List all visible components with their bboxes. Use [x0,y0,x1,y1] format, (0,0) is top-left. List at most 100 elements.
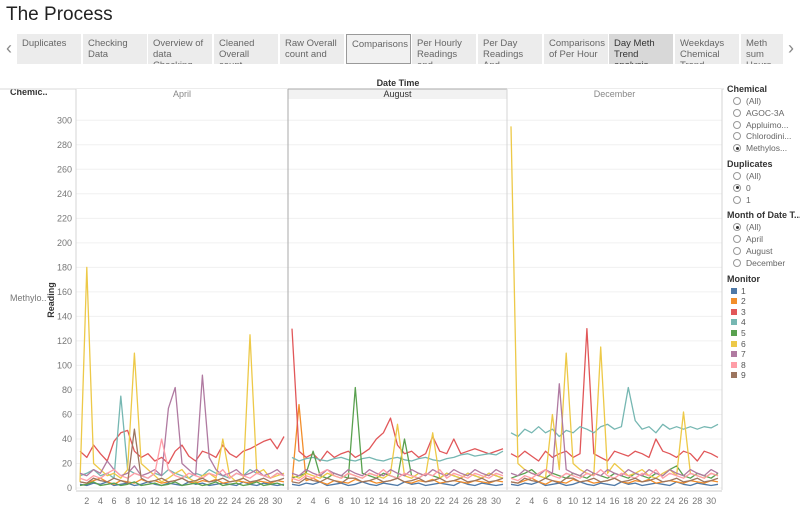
y-tick-label: 0 [67,483,72,493]
monitor-legend-title: Monitor [727,273,760,284]
chemical-option[interactable]: Methylos... [727,143,800,155]
chevron-left-icon[interactable]: ‹ [6,38,12,58]
radio-icon[interactable] [733,235,741,244]
legend-item[interactable]: 4 [727,317,800,328]
series-line-monitor-9-december [510,477,719,484]
duplicates-option-label: (All) [746,170,762,181]
legend-item[interactable]: 6 [727,339,800,350]
month-option[interactable]: April [727,234,800,246]
tab-9[interactable]: Comparisons of Per Hour [544,34,609,64]
chemical-option[interactable]: Chlorodini... [727,131,800,143]
tab-12[interactable]: Meth sum Hours ana [741,34,784,64]
tab-10[interactable]: Day Meth Trend analysis [609,34,674,64]
chemical-filter-title: Chemical [727,84,768,94]
x-tick-label: 22 [435,496,445,506]
x-tick-label: 26 [463,496,473,506]
radio-icon[interactable] [733,120,741,129]
tab-1[interactable]: Duplicates [17,34,82,64]
radio-icon[interactable] [733,144,741,153]
y-tick-label: 220 [57,213,72,223]
radio-icon[interactable] [733,97,741,105]
x-tick-label: 14 [163,496,173,506]
x-tick-label: 30 [706,496,716,506]
x-tick-label: 30 [491,496,501,506]
radio-icon[interactable] [733,258,741,267]
duplicates-option[interactable]: 1 [727,195,800,207]
tab-6[interactable]: Comparisons [346,34,411,64]
legend-item[interactable]: 2 [727,296,800,307]
month-option-label: (All) [746,222,762,233]
x-tick-label: 6 [325,496,330,506]
x-tick-label: 24 [665,496,675,506]
radio-icon[interactable] [733,108,741,117]
legend-swatch [731,319,737,326]
radio-icon[interactable] [733,223,741,232]
duplicates-option[interactable]: (All) [727,171,800,183]
month-option[interactable]: December [727,258,800,270]
x-tick-label: 28 [692,496,702,506]
radio-icon[interactable] [733,132,741,141]
x-tick-label: 26 [678,496,688,506]
chemical-option[interactable]: (All) [727,96,800,108]
month-option[interactable]: August [727,246,800,258]
tab-5[interactable]: Raw Overall count and [280,34,345,64]
x-tick-label: 12 [150,496,160,506]
tab-8[interactable]: Per Day Readings And [478,34,543,64]
x-tick-label: 22 [218,496,228,506]
x-tick-label: 8 [557,496,562,506]
chemical-option[interactable]: AGOC-3A [727,108,800,120]
tab-3[interactable]: Overview of data Checking [148,34,213,64]
y-tick-label: 300 [57,115,72,125]
x-tick-label: 16 [177,496,187,506]
chemical-option[interactable]: Appluimo... [727,120,800,132]
x-tick-label: 28 [477,496,487,506]
legend-swatch [731,351,737,358]
y-tick-label: 260 [57,164,72,174]
legend-label: 2 [741,296,746,307]
series-line-monitor-4-december [510,386,719,438]
x-tick-label: 4 [311,496,316,506]
x-tick-label: 12 [364,496,374,506]
duplicates-option[interactable]: 0 [727,183,800,195]
legend-label: 3 [741,306,746,317]
radio-icon[interactable] [733,171,741,180]
panel-header-bg [76,89,288,99]
legend-item[interactable]: 8 [727,360,800,371]
x-tick-label: 20 [421,496,431,506]
x-tick-label: 18 [407,496,417,506]
legend-item[interactable]: 7 [727,349,800,360]
series-line-monitor-1-august [291,481,504,487]
radio-icon[interactable] [733,195,741,204]
month-option[interactable]: (All) [727,222,800,234]
y-tick-label: 180 [57,262,72,272]
radio-icon[interactable] [733,246,741,255]
panel-header-bg [288,89,507,99]
tab-11[interactable]: Weekdays Chemical Trend [675,34,740,64]
y-tick-label: 280 [57,140,72,150]
panel-header-december: December [594,89,636,99]
legend-swatch [731,329,737,336]
series-line-monitor-6-august [291,423,504,479]
legend-label: 8 [741,359,746,370]
legend-swatch [731,308,737,315]
series-line-monitor-9-april [79,428,285,484]
y-tick-label: 20 [62,458,72,468]
filter-panel: Chemical (All) AGOC-3A Appluimo... Chlorodi… [727,80,800,381]
x-tick-label: 24 [231,496,241,506]
tab-4[interactable]: Cleaned Overall count [214,34,279,64]
chemical-option-label: Appluimo... [746,119,789,130]
legend-item[interactable]: 3 [727,307,800,318]
legend-item[interactable]: 9 [727,370,800,381]
y-tick-label: 200 [57,238,72,248]
x-tick-label: 10 [568,496,578,506]
x-tick-label: 4 [529,496,534,506]
chevron-right-icon[interactable]: › [788,38,794,58]
x-tick-label: 18 [623,496,633,506]
x-tick-label: 10 [136,496,146,506]
legend-item[interactable]: 1 [727,286,800,297]
tab-2[interactable]: Checking Data [83,34,148,64]
radio-icon[interactable] [733,183,741,192]
tab-7[interactable]: Per Hourly Readings and [412,34,477,64]
column-header: Date Time [377,78,420,88]
legend-item[interactable]: 5 [727,328,800,339]
